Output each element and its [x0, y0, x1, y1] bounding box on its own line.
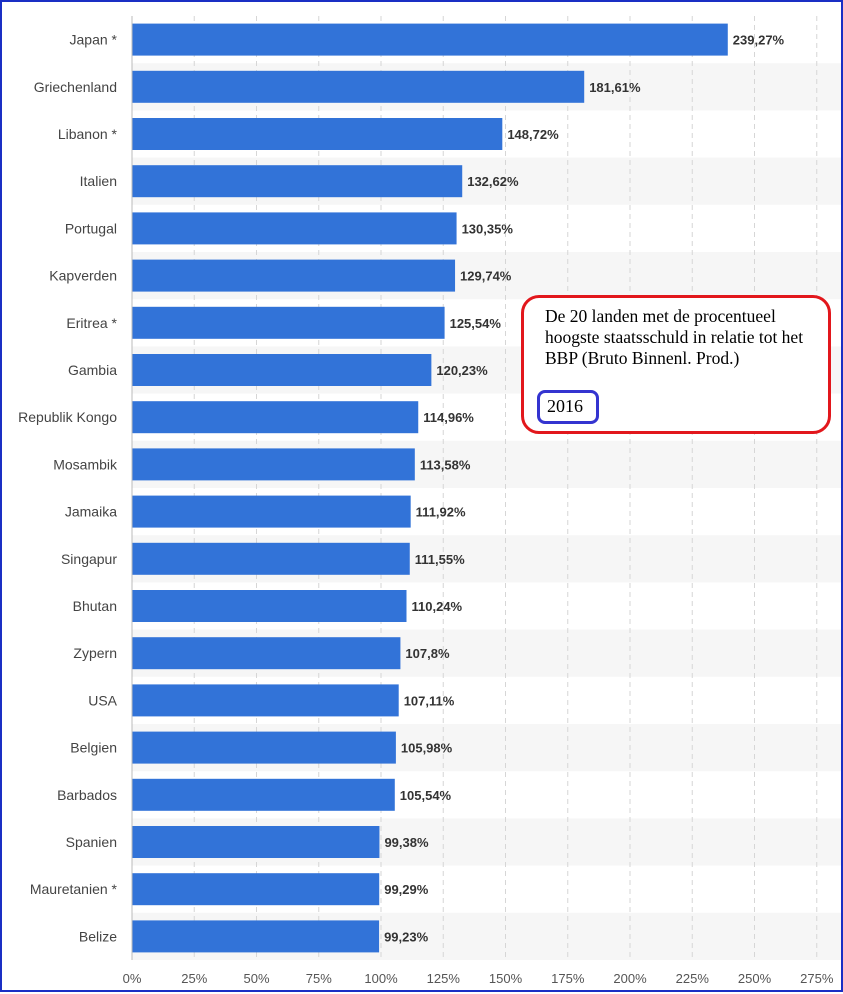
- bar: [132, 542, 410, 575]
- value-label: 111,92%: [416, 505, 466, 520]
- x-tick-label: 225%: [676, 971, 710, 986]
- category-label: Gambia: [68, 362, 117, 378]
- category-label: Bhutan: [73, 598, 117, 614]
- value-label: 125,54%: [450, 316, 502, 331]
- category-label: Japan *: [70, 32, 118, 48]
- category-label: Belize: [79, 928, 117, 944]
- x-tick-label: 100%: [364, 971, 398, 986]
- bar: [132, 920, 380, 953]
- value-label: 129,74%: [460, 269, 512, 284]
- value-label: 99,23%: [384, 929, 429, 944]
- value-label: 99,29%: [384, 882, 429, 897]
- bar: [132, 23, 728, 56]
- x-tick-label: 275%: [800, 971, 834, 986]
- x-tick-label: 200%: [613, 971, 647, 986]
- value-label: 120,23%: [436, 363, 488, 378]
- x-tick-label: 175%: [551, 971, 585, 986]
- value-label: 113,58%: [420, 457, 471, 472]
- bar: [132, 212, 457, 245]
- category-label: Portugal: [65, 220, 117, 236]
- category-label: Griechenland: [34, 79, 117, 95]
- value-label: 130,35%: [462, 221, 514, 236]
- value-label: 114,96%: [423, 410, 474, 425]
- category-label: Eritrea *: [66, 315, 117, 331]
- value-label: 99,38%: [384, 835, 429, 850]
- category-label: Spanien: [66, 834, 117, 850]
- x-tick-label: 150%: [489, 971, 523, 986]
- bar: [132, 495, 411, 528]
- value-label: 107,8%: [405, 646, 450, 661]
- bar: [132, 684, 399, 717]
- value-label: 105,98%: [401, 741, 453, 756]
- category-label: Mosambik: [53, 456, 118, 472]
- x-tick-label: 75%: [306, 971, 332, 986]
- bar: [132, 448, 415, 481]
- annotation-text: De 20 landen met de procentueel hoogste …: [545, 306, 804, 368]
- value-label: 181,61%: [589, 80, 641, 95]
- x-tick-label: 0%: [123, 971, 142, 986]
- category-label: Barbados: [57, 787, 117, 803]
- bar: [132, 354, 432, 386]
- x-tick-label: 125%: [427, 971, 461, 986]
- bar: [132, 259, 456, 292]
- value-label: 132,62%: [467, 174, 519, 189]
- x-tick-label: 250%: [738, 971, 772, 986]
- category-label: Jamaika: [65, 504, 117, 520]
- category-label: Libanon *: [58, 126, 118, 142]
- category-label: USA: [88, 692, 117, 708]
- value-label: 107,11%: [404, 693, 455, 708]
- bar: [132, 70, 585, 103]
- value-label: 239,27%: [733, 33, 785, 48]
- category-label: Mauretanien *: [30, 881, 118, 897]
- category-label: Singapur: [61, 551, 117, 567]
- year-badge: 2016: [537, 390, 599, 424]
- bar: [132, 401, 419, 434]
- bar: [132, 778, 395, 811]
- category-label: Belgien: [70, 740, 117, 756]
- bar: [132, 637, 401, 670]
- value-label: 105,54%: [400, 788, 452, 803]
- category-label: Zypern: [73, 645, 117, 661]
- annotation-box: De 20 landen met de procentueel hoogste …: [521, 295, 831, 434]
- category-label: Kapverden: [49, 268, 117, 284]
- bar: [132, 826, 380, 858]
- x-tick-label: 50%: [243, 971, 269, 986]
- bar: [132, 590, 407, 622]
- category-label: Italien: [80, 173, 117, 189]
- bar: [132, 731, 396, 764]
- category-label: Republik Kongo: [18, 409, 117, 425]
- bar: [132, 118, 503, 150]
- value-label: 110,24%: [411, 599, 462, 614]
- bar: [132, 873, 380, 906]
- x-tick-label: 25%: [181, 971, 207, 986]
- bar: [132, 306, 445, 339]
- bar: [132, 165, 463, 198]
- value-label: 111,55%: [415, 552, 465, 567]
- value-label: 148,72%: [507, 127, 559, 142]
